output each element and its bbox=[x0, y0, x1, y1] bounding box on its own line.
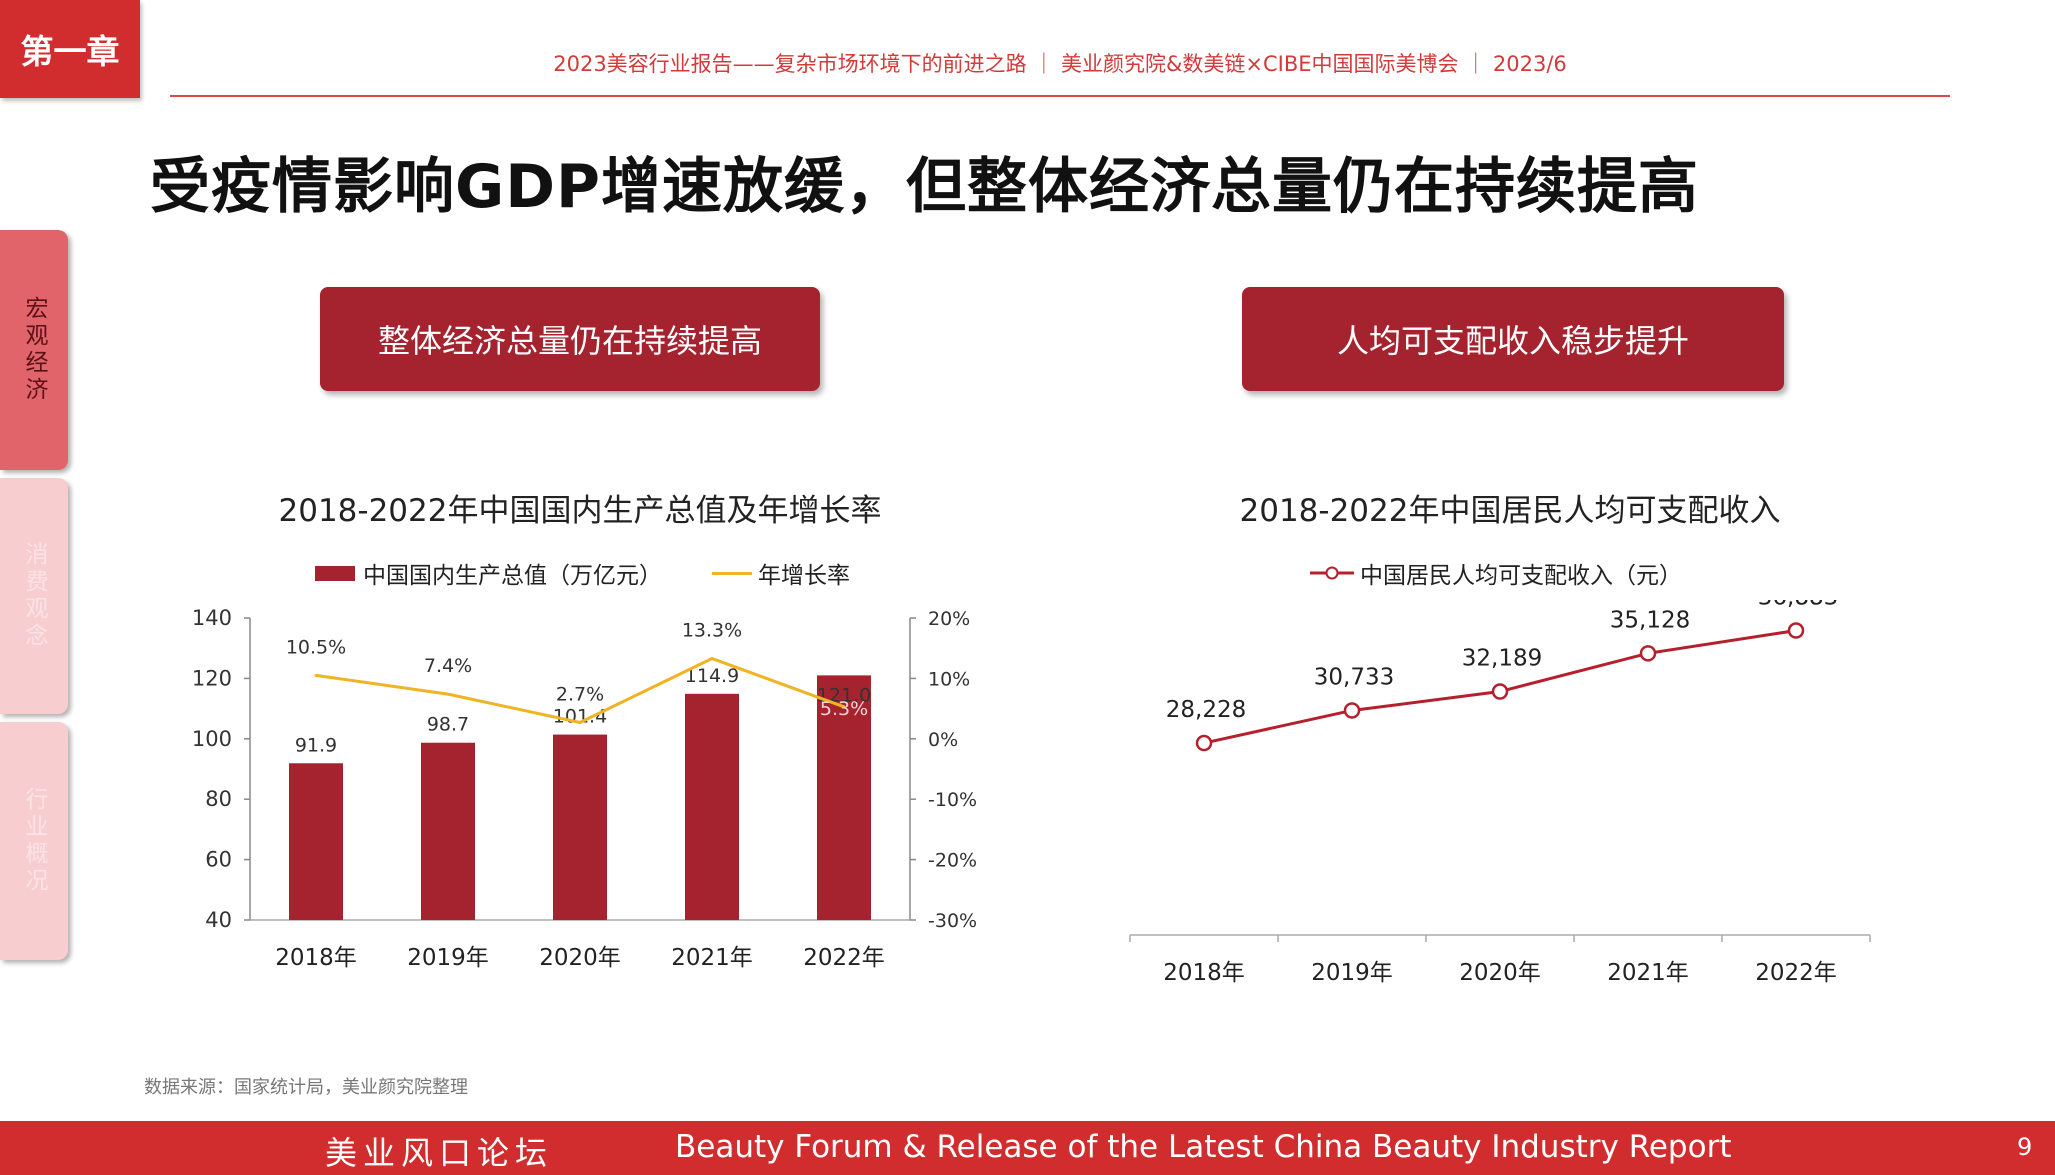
legend-growth-label: 年增长率 bbox=[758, 563, 850, 589]
growth-rate-label: 7.4% bbox=[424, 655, 472, 677]
x-tick-label: 2019年 bbox=[1311, 960, 1393, 986]
page-title: 受疫情影响GDP增速放缓，但整体经济总量仍在持续提高 bbox=[150, 152, 1700, 222]
income-value-label: 35,128 bbox=[1610, 607, 1690, 633]
legend-income-swatch bbox=[1310, 566, 1354, 580]
growth-rate-point bbox=[446, 692, 450, 696]
x-tick-label: 2022年 bbox=[803, 945, 885, 971]
income-value-label: 36,883 bbox=[1758, 600, 1838, 611]
x-tick-label: 2020年 bbox=[539, 945, 621, 971]
left-section-pill: 整体经济总量仍在持续提高 bbox=[320, 287, 820, 391]
x-tick-label: 2021年 bbox=[1607, 960, 1689, 986]
x-tick-label: 2018年 bbox=[1163, 960, 1245, 986]
gdp-chart-legend: 中国国内生产总值（万亿元） 年增长率 bbox=[315, 556, 850, 590]
legend-income-label: 中国居民人均可支配收入（元） bbox=[1360, 563, 1682, 589]
gdp-bar bbox=[421, 742, 475, 920]
growth-rate-point bbox=[314, 673, 318, 677]
x-tick-label: 2020年 bbox=[1459, 960, 1541, 986]
growth-rate-label: 5.3% bbox=[820, 698, 868, 720]
gdp-bar-label: 91.9 bbox=[295, 734, 337, 756]
y-left-tick-label: 40 bbox=[205, 908, 232, 932]
chapter-tag: 第一章 bbox=[0, 0, 140, 98]
y-right-tick-label: -20% bbox=[928, 850, 977, 872]
gdp-bar bbox=[289, 763, 343, 920]
right-section-pill: 人均可支配收入稳步提升 bbox=[1242, 287, 1784, 391]
income-value-label: 28,228 bbox=[1166, 697, 1246, 723]
gdp-bar bbox=[553, 734, 607, 920]
y-left-tick-label: 120 bbox=[192, 666, 232, 690]
x-tick-label: 2022年 bbox=[1755, 960, 1837, 986]
y-right-tick-label: 20% bbox=[928, 608, 970, 630]
income-value-label: 32,189 bbox=[1462, 646, 1542, 672]
y-left-tick-label: 60 bbox=[205, 848, 232, 872]
side-tab-macro-economy[interactable]: 宏观经济 bbox=[0, 230, 68, 470]
growth-rate-point bbox=[578, 720, 582, 724]
growth-rate-label: 2.7% bbox=[556, 683, 604, 705]
y-left-tick-label: 140 bbox=[192, 606, 232, 630]
header-divider bbox=[170, 95, 1950, 97]
side-tab-industry-overview[interactable]: 行业概况 bbox=[0, 722, 68, 960]
x-tick-label: 2021年 bbox=[671, 945, 753, 971]
gdp-chart: 40 60 80 100 120 140 -30% -20% -10% 0% 10% 20% 91.9 9… bbox=[192, 606, 977, 971]
gdp-bar bbox=[685, 693, 739, 920]
y-right-tick-label: -30% bbox=[928, 910, 977, 932]
y-right-tick-label: 0% bbox=[928, 729, 958, 751]
income-point bbox=[1639, 645, 1657, 662]
y-left-tick-label: 100 bbox=[192, 727, 232, 751]
x-tick-label: 2018年 bbox=[275, 945, 357, 971]
report-header: 2023美容行业报告——复杂市场环境下的前进之路 ｜ 美业颜究院&数美链×CIB… bbox=[553, 52, 1567, 76]
income-point bbox=[1343, 702, 1361, 719]
footer-forum-english: Beauty Forum & Release of the Latest Chi… bbox=[675, 1129, 1732, 1165]
legend-line-swatch bbox=[712, 571, 752, 575]
footer-forum-name: 美业风口论坛 bbox=[325, 1134, 554, 1172]
income-point bbox=[1195, 734, 1213, 752]
y-right-tick-label: -10% bbox=[928, 789, 977, 811]
gdp-chart-title: 2018-2022年中国国内生产总值及年增长率 bbox=[278, 493, 882, 529]
growth-rate-point bbox=[842, 705, 846, 709]
income-point bbox=[1491, 683, 1509, 700]
income-chart-legend: 中国居民人均可支配收入（元） bbox=[1310, 556, 1682, 590]
income-chart-title: 2018-2022年中国居民人均可支配收入 bbox=[1239, 493, 1781, 529]
gdp-bar-label: 114.9 bbox=[685, 665, 739, 687]
growth-rate-label: 10.5% bbox=[286, 636, 346, 658]
side-tab-consumer-attitude[interactable]: 消费观念 bbox=[0, 478, 68, 714]
x-tick-label: 2019年 bbox=[407, 945, 489, 971]
income-chart: 2018年 2019年 2020年 2021年 2022年 28,228 30,733 32,… bbox=[1129, 600, 1871, 986]
footer-bar: 美业风口论坛 Beauty Forum & Release of the Lat… bbox=[0, 1121, 2055, 1175]
gdp-bar-label: 98.7 bbox=[427, 714, 469, 736]
source-note: 数据来源：国家统计局，美业颜究院整理 bbox=[144, 1077, 468, 1098]
y-right-tick-label: 10% bbox=[928, 668, 970, 690]
income-value-label: 30,733 bbox=[1314, 664, 1394, 690]
gdp-bar-label: 101.4 bbox=[553, 706, 607, 728]
gdp-bar bbox=[817, 675, 871, 920]
legend-gdp-label: 中国国内生产总值（万亿元） bbox=[363, 563, 662, 589]
y-left-tick-label: 80 bbox=[205, 787, 232, 811]
income-point bbox=[1787, 622, 1805, 639]
legend-bar-swatch bbox=[315, 565, 355, 581]
growth-rate-point bbox=[710, 656, 714, 660]
growth-rate-label: 13.3% bbox=[682, 619, 742, 641]
page-number: 9 bbox=[2017, 1133, 2033, 1161]
